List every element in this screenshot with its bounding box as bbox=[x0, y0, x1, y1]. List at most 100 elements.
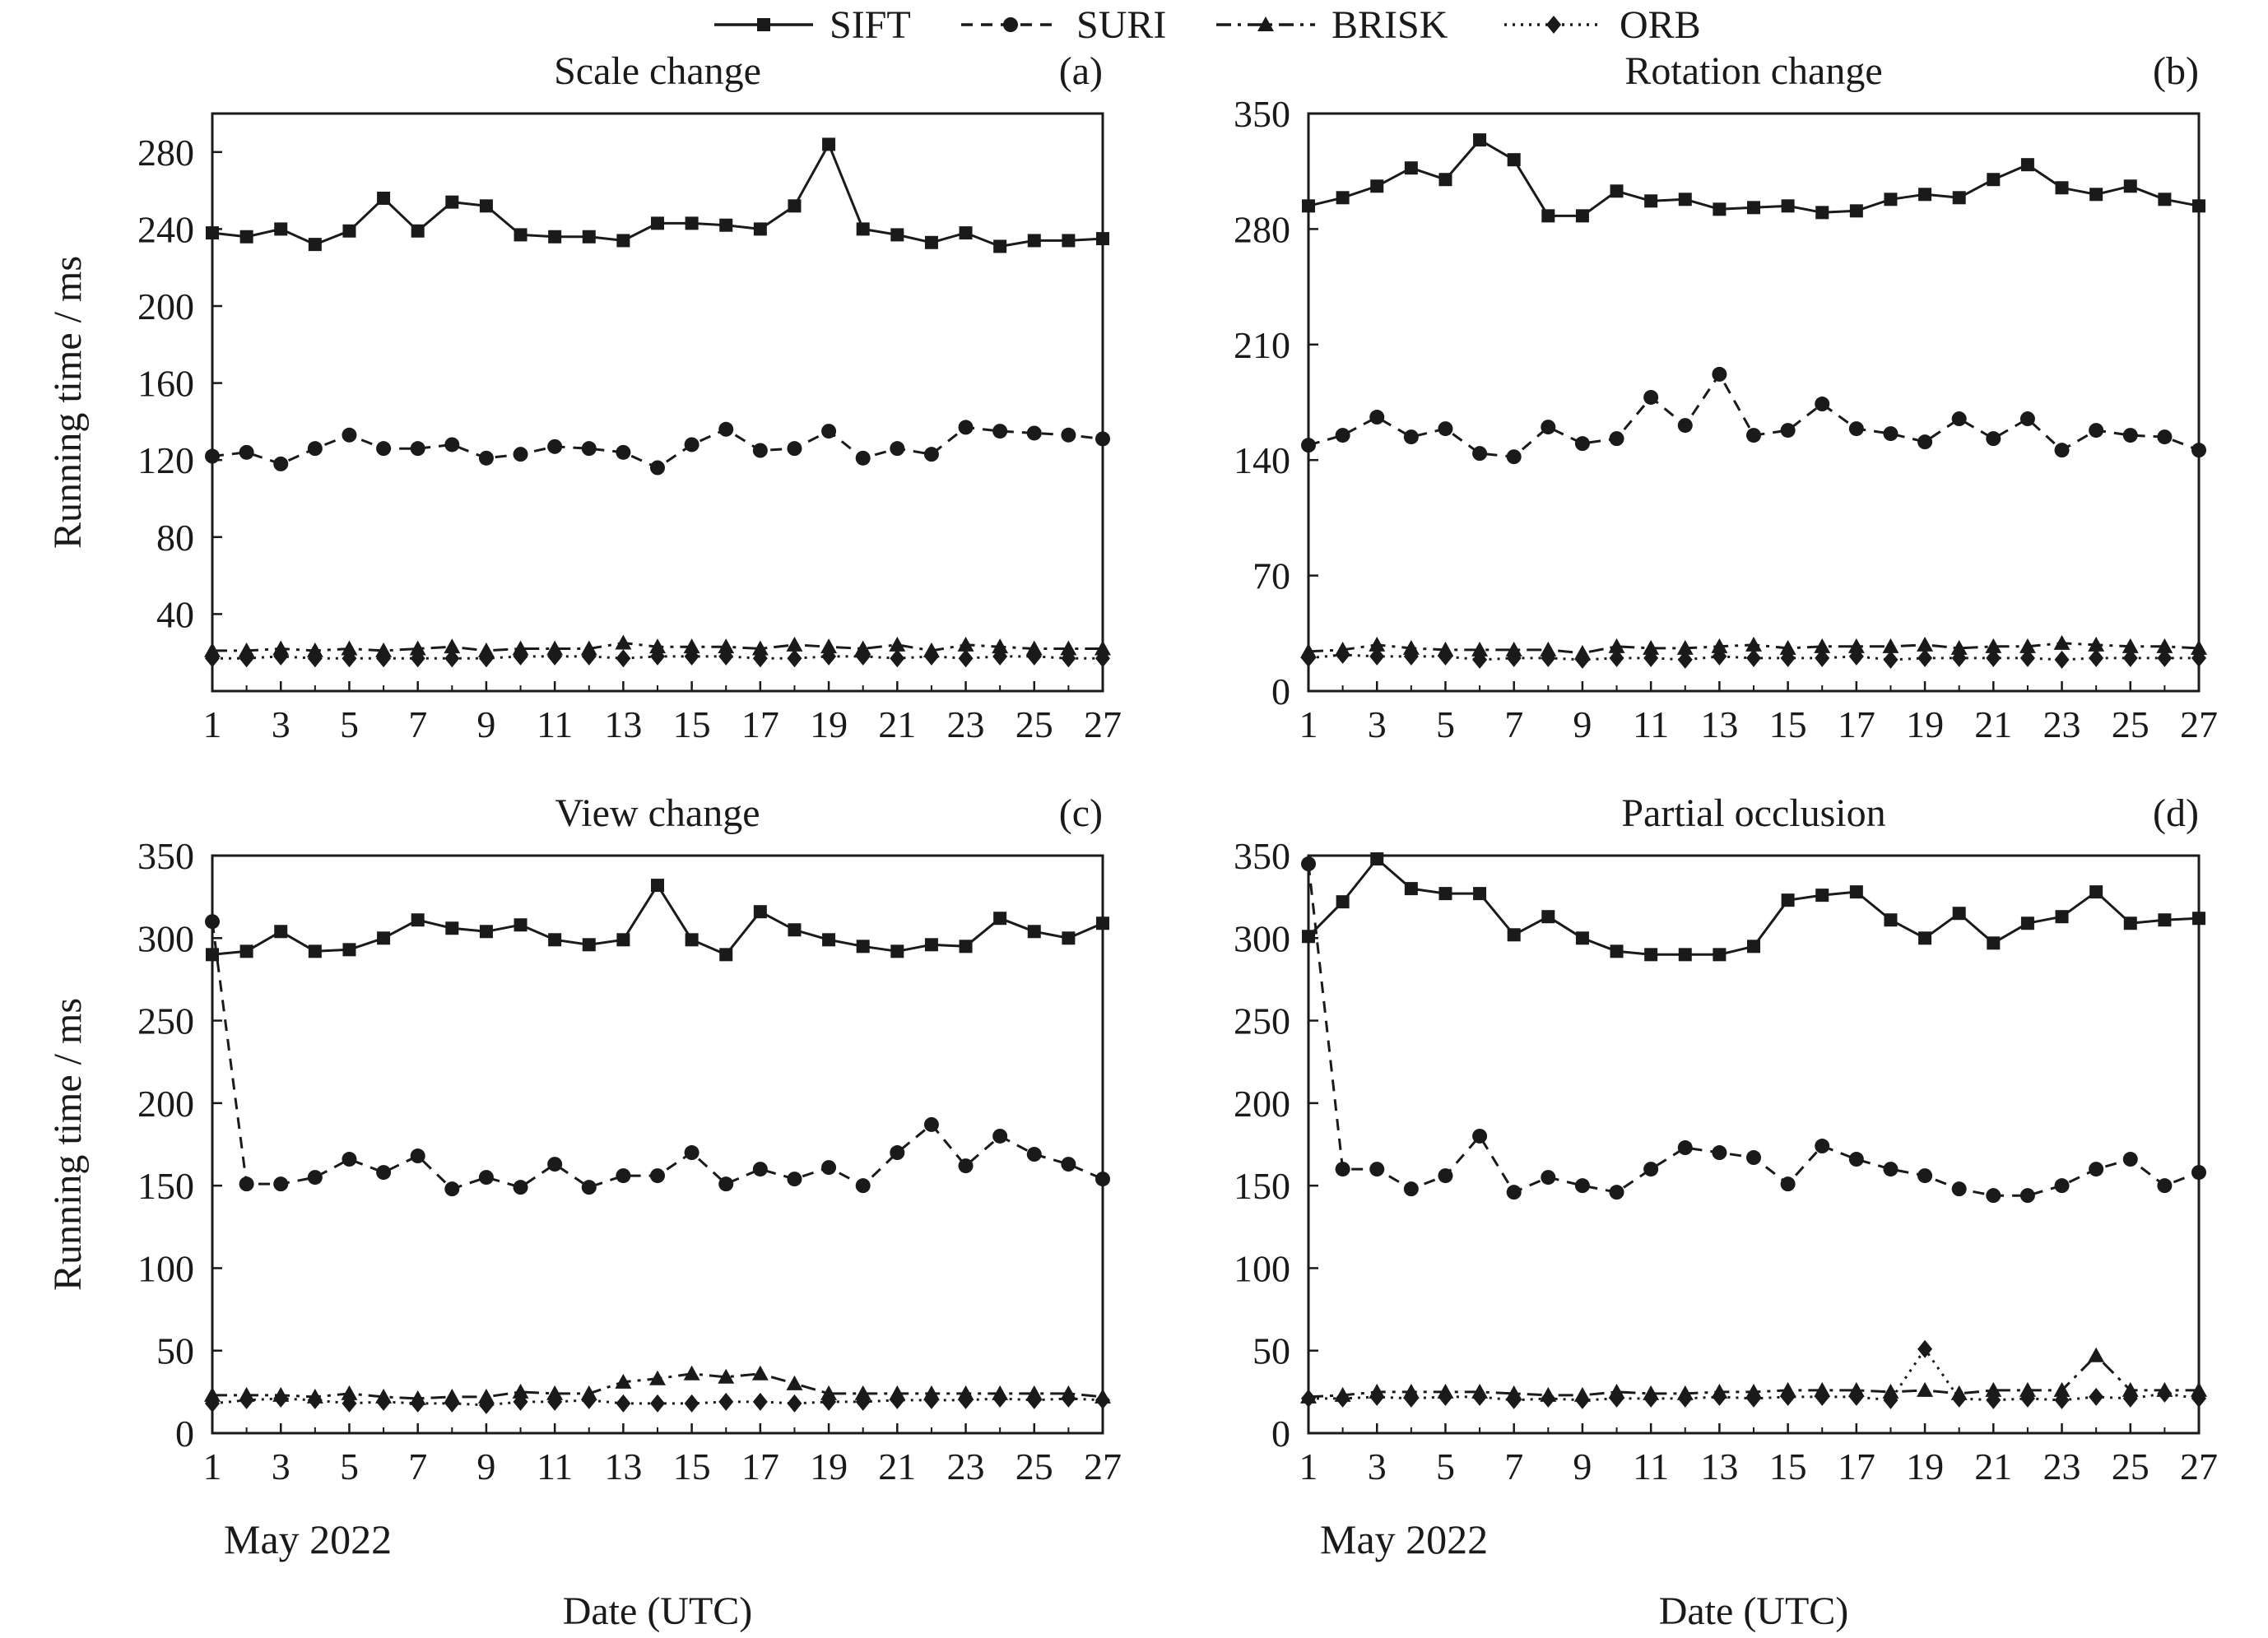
data-point-suri bbox=[273, 456, 289, 471]
data-point-brisk bbox=[2156, 638, 2173, 653]
y-axis-title: Running time / ms bbox=[46, 256, 90, 549]
x-tick-label: 13 bbox=[604, 1445, 642, 1487]
data-point-suri bbox=[342, 427, 357, 443]
data-point-sift bbox=[1849, 204, 1863, 218]
data-point-brisk bbox=[992, 638, 1009, 654]
data-point-suri bbox=[581, 441, 597, 457]
panel-title: Rotation change bbox=[1624, 49, 1882, 93]
data-point-sift bbox=[1302, 930, 1315, 944]
data-point-suri bbox=[821, 1160, 837, 1176]
y-tick-label: 150 bbox=[137, 1165, 194, 1207]
data-point-orb bbox=[1574, 1390, 1590, 1409]
data-point-suri bbox=[2089, 423, 2104, 439]
data-point-orb bbox=[1061, 1389, 1076, 1408]
x-tick-label: 23 bbox=[2043, 1445, 2081, 1487]
data-point-orb bbox=[2191, 648, 2206, 667]
data-point-brisk bbox=[2053, 634, 2070, 650]
data-point-sift bbox=[1096, 916, 1109, 930]
data-point-brisk bbox=[1814, 638, 1831, 653]
data-point-suri bbox=[2157, 1178, 2173, 1194]
data-point-sift bbox=[1781, 893, 1795, 907]
y-tick-label: 0 bbox=[175, 1413, 194, 1455]
data-point-orb bbox=[478, 1395, 494, 1414]
data-point-sift bbox=[1575, 931, 1589, 945]
data-point-suri bbox=[1951, 411, 1967, 427]
x-tick-label: 7 bbox=[408, 703, 427, 745]
data-point-suri bbox=[1746, 1150, 1761, 1166]
data-point-suri bbox=[1061, 1157, 1076, 1172]
data-point-sift bbox=[788, 923, 802, 937]
data-point-brisk bbox=[1402, 639, 1420, 655]
panel-scale-change: Scale change (a)1 3 5 7 9 11 13 15 17 19 21 23 25 2740… bbox=[46, 49, 1122, 745]
panel-partial-occlusion: Partial occlusion (d)1 3 5 7 9 11 13 15 17 19 21 23 2… bbox=[1234, 791, 2218, 1633]
data-point-suri bbox=[478, 1170, 494, 1186]
data-point-suri bbox=[1095, 431, 1110, 447]
data-point-suri bbox=[547, 1157, 563, 1172]
data-point-suri bbox=[513, 447, 528, 462]
data-point-orb bbox=[2054, 650, 2070, 669]
x-tick-label: 11 bbox=[537, 1445, 573, 1487]
data-point-suri bbox=[855, 450, 871, 466]
data-point-sift bbox=[239, 944, 253, 958]
data-point-orb bbox=[1746, 1389, 1761, 1408]
data-point-orb bbox=[1438, 647, 1453, 666]
data-point-sift bbox=[1644, 948, 1658, 962]
data-point-orb bbox=[787, 649, 802, 668]
data-point-sift bbox=[1987, 936, 2001, 950]
y-tick-label: 70 bbox=[1253, 555, 1290, 597]
data-point-orb bbox=[2054, 1390, 2070, 1409]
data-point-brisk bbox=[1060, 640, 1077, 656]
data-point-orb bbox=[1848, 647, 1864, 666]
data-point-brisk bbox=[649, 1370, 666, 1385]
data-point-orb bbox=[1815, 648, 1830, 667]
x-tick-label: 9 bbox=[476, 1445, 495, 1487]
data-point-sift bbox=[1987, 173, 2001, 187]
data-point-orb bbox=[239, 1390, 254, 1409]
data-point-sift bbox=[377, 931, 391, 945]
data-point-suri bbox=[650, 1168, 665, 1184]
data-point-brisk bbox=[1094, 640, 1111, 656]
data-point-sift bbox=[2089, 885, 2103, 899]
data-point-suri bbox=[650, 460, 665, 476]
x-tick-label: 11 bbox=[537, 703, 573, 745]
data-point-suri bbox=[1917, 1168, 1933, 1184]
data-point-brisk bbox=[1608, 638, 1625, 653]
data-point-suri bbox=[992, 424, 1008, 439]
data-point-suri bbox=[1917, 434, 1933, 450]
data-point-orb bbox=[273, 647, 289, 666]
data-point-suri bbox=[2122, 428, 2138, 443]
y-tick-label: 350 bbox=[137, 835, 194, 877]
data-point-orb bbox=[1643, 648, 1659, 667]
x-tick-label: 23 bbox=[2043, 703, 2081, 745]
data-point-suri bbox=[958, 420, 974, 435]
data-point-orb bbox=[1095, 649, 1110, 668]
legend-label-brisk: BRISK bbox=[1332, 3, 1448, 47]
data-point-orb bbox=[1061, 649, 1076, 668]
data-point-orb bbox=[1951, 648, 1967, 667]
data-point-suri bbox=[1712, 1145, 1727, 1161]
data-point-sift bbox=[2158, 193, 2172, 206]
x-tick-label: 25 bbox=[1015, 1445, 1053, 1487]
x-tick-label: 7 bbox=[408, 1445, 427, 1487]
data-point-suri bbox=[1061, 427, 1076, 443]
x-tick-label: 15 bbox=[673, 703, 711, 745]
x-tick-label: 25 bbox=[1015, 703, 1053, 745]
data-point-sift bbox=[514, 918, 527, 932]
data-point-orb bbox=[992, 647, 1008, 666]
data-point-sift bbox=[2020, 158, 2034, 172]
data-point-sift bbox=[1713, 948, 1727, 962]
data-point-orb bbox=[1986, 1390, 2001, 1409]
data-point-brisk bbox=[854, 1385, 871, 1400]
data-point-orb bbox=[890, 1390, 905, 1409]
y-tick-label: 120 bbox=[137, 439, 194, 481]
data-point-sift bbox=[1747, 940, 1760, 954]
data-point-suri bbox=[2054, 443, 2070, 458]
panel-view-change: View change (c)1 3 5 7 9 11 13 15 17 19 21 23 25 27050… bbox=[46, 791, 1122, 1633]
data-point-brisk bbox=[2122, 1381, 2139, 1397]
data-point-orb bbox=[444, 649, 460, 668]
data-point-suri bbox=[2019, 411, 2035, 427]
data-point-suri bbox=[718, 1176, 734, 1192]
y-tick-label: 50 bbox=[156, 1330, 194, 1372]
x-tick-label: 13 bbox=[1700, 1445, 1738, 1487]
data-point-brisk bbox=[751, 640, 769, 656]
